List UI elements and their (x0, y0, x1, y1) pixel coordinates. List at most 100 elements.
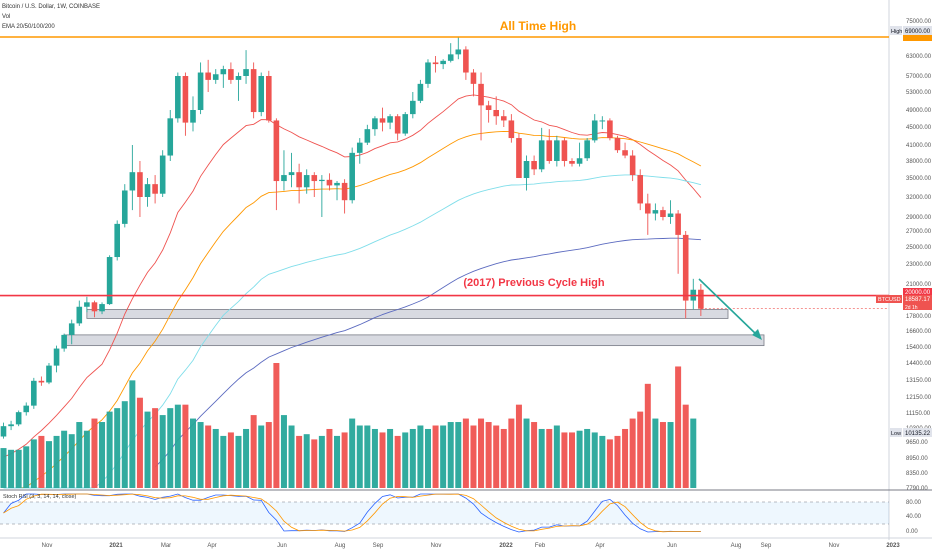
price-tick-label: 21000.00 (906, 282, 932, 288)
volume-bar (379, 432, 386, 488)
volume-bar (417, 425, 424, 488)
volume-bar (364, 425, 371, 488)
volume-bar (387, 428, 394, 488)
candle-body (394, 116, 401, 134)
candle-body (478, 83, 484, 106)
candle-body (38, 380, 45, 383)
candle-body (243, 69, 249, 76)
candle-body (250, 69, 257, 113)
candle-body (258, 76, 265, 113)
candle-body (569, 161, 575, 164)
price-tick-label: 27000.00 (906, 229, 932, 235)
volume-bar (227, 432, 234, 488)
low-badge-value: 10135.22 (905, 431, 931, 437)
volume-bar (659, 422, 666, 488)
volume-bar (538, 428, 545, 488)
symbol-badge-bg (876, 295, 902, 303)
candle-body (235, 76, 242, 80)
time-tick-label: Aug (335, 543, 346, 549)
volume-bar (53, 435, 60, 488)
volume-bar (508, 418, 515, 488)
volume-bar (30, 439, 37, 488)
candle-body (266, 76, 272, 121)
stoch-tick-label: 40.00 (906, 514, 922, 520)
support-zone-2[interactable] (63, 334, 765, 347)
volume-bar (212, 428, 219, 488)
volume-bar (61, 430, 68, 488)
candle-body (205, 72, 211, 80)
volume-bar (15, 449, 22, 488)
candle-body (341, 182, 348, 201)
time-tick-label: Jun (277, 543, 287, 549)
candle-body (61, 334, 67, 349)
candle-body (91, 302, 98, 312)
volume-bar (152, 408, 159, 488)
candle-body (387, 116, 393, 123)
candle-body (425, 62, 431, 84)
high-badge-bg (903, 26, 932, 35)
time-tick-label: Sep (373, 543, 384, 549)
time-tick-label: Aug (731, 543, 742, 549)
volume-bar (447, 422, 454, 488)
candle-body (190, 110, 196, 123)
candle-body (652, 210, 659, 214)
last-price-badge-bg (903, 295, 932, 303)
volume-bar (220, 435, 227, 488)
volume-bar (182, 404, 189, 488)
volume-bar (303, 434, 310, 488)
candle-body (463, 49, 469, 73)
volume-bar (546, 428, 553, 488)
symbol-title: Bitcoin / U.S. Dollar, 1W, COINBASE (2, 4, 100, 10)
price-tick-label: 53000.00 (906, 90, 932, 96)
price-tick-label: 75000.00 (906, 19, 932, 25)
projection-arrow-head (752, 329, 762, 340)
volume-bar (167, 408, 174, 488)
time-tick-label: Sep (761, 543, 772, 549)
time-tick-label: Nov (431, 543, 442, 549)
candle-body (334, 182, 340, 186)
candle-body (591, 120, 598, 141)
volume-bar (288, 425, 295, 488)
candle-body (326, 179, 333, 186)
candle-body (372, 118, 378, 130)
projection-arrow[interactable] (698, 278, 759, 337)
candle-body (144, 184, 151, 197)
volume-label: Vol (2, 14, 10, 20)
candle-body (682, 234, 689, 301)
volume-bar (76, 422, 83, 488)
volume-bar (190, 418, 196, 488)
volume-bar (296, 435, 303, 488)
candle-body (402, 114, 409, 134)
candle-body (197, 72, 204, 110)
candle-body (531, 161, 537, 170)
ath-price-badge (903, 35, 932, 41)
candle-body (538, 140, 545, 170)
candle-body (349, 152, 355, 201)
support-zone-1[interactable] (86, 309, 729, 319)
volume-bar (622, 428, 629, 488)
candle-body (281, 175, 287, 182)
price-tick-label: 7790.00 (906, 486, 928, 492)
volume-bar (402, 432, 409, 488)
volume-bar (553, 425, 560, 488)
countdown-badge: 2d 1h (905, 305, 918, 311)
candle-body (645, 203, 651, 214)
candle-body (508, 120, 515, 139)
time-tick-label: Nov (42, 543, 53, 549)
candle-body (523, 161, 530, 178)
candle-body (311, 175, 318, 182)
time-tick-label: 2021 (109, 543, 123, 549)
volume-bar (675, 366, 682, 488)
volume-bar (45, 441, 52, 488)
candle-body (296, 172, 302, 188)
volume-bar (599, 435, 606, 488)
candle-body (561, 140, 568, 161)
time-tick-label: Nov (829, 543, 840, 549)
volume-bar (432, 425, 439, 488)
price-tick-label: 63000.00 (906, 54, 932, 60)
volume-bar (341, 432, 348, 488)
volume-bar (197, 422, 204, 488)
stoch-d-line (3, 493, 701, 533)
